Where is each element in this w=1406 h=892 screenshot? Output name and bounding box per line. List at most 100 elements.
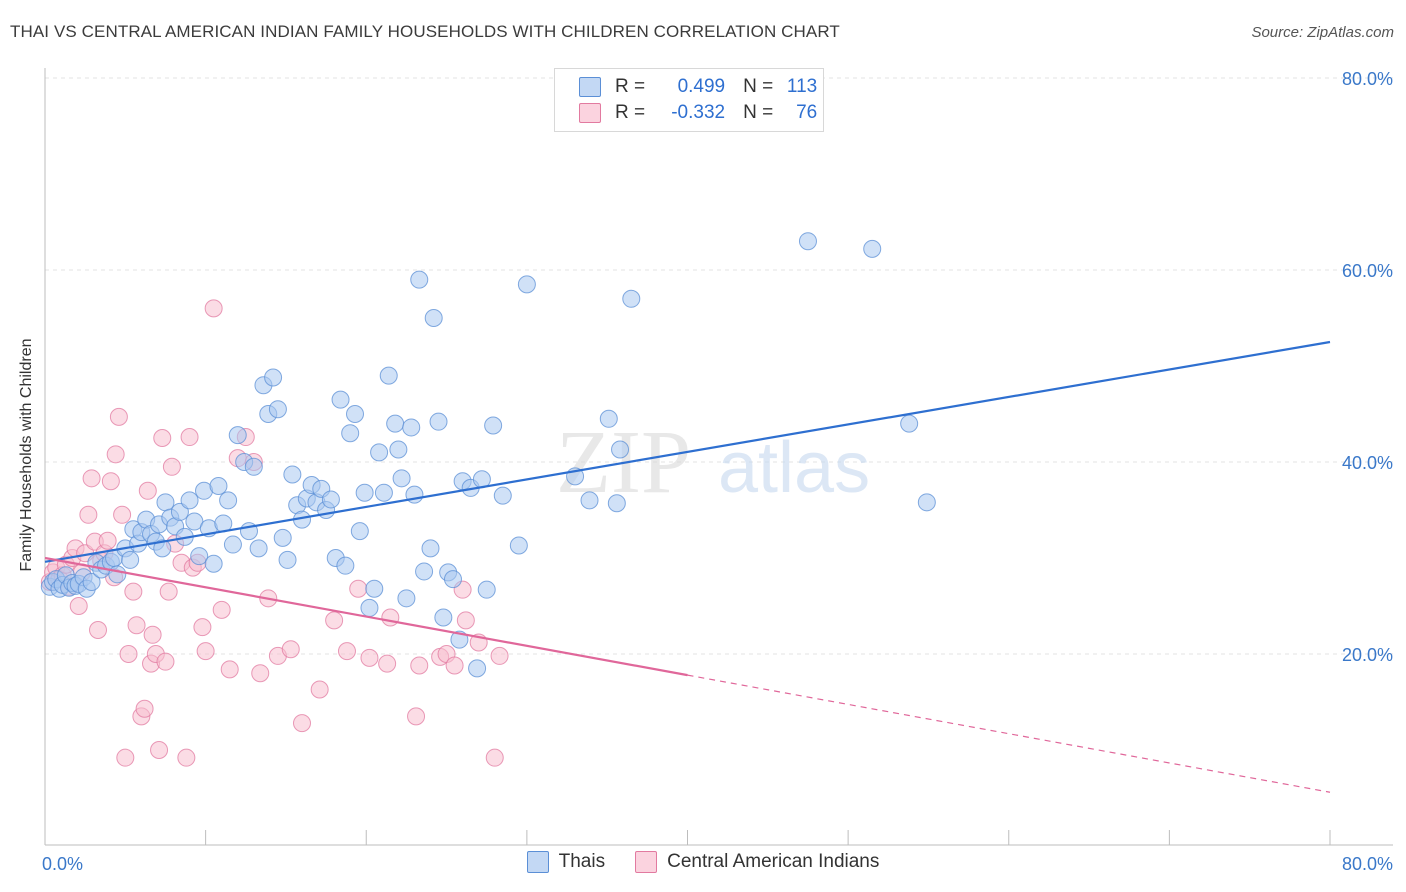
point-thais	[346, 405, 365, 423]
point-thais	[273, 528, 292, 547]
point-thais	[190, 547, 209, 566]
point-central-american-indians	[116, 748, 135, 767]
point-thais	[415, 562, 434, 581]
point-thais	[244, 457, 263, 476]
point-central-american-indians	[360, 648, 379, 667]
y-tick-label: 40.0%	[1342, 453, 1393, 473]
correlation-legend: R = 0.499 N = 113 R = -0.332 N = 76	[554, 68, 824, 132]
point-thais	[580, 491, 599, 510]
tick-labels: 20.0% 40.0% 60.0% 80.0% 0.0% 80.0%	[42, 69, 1393, 874]
point-thais	[156, 493, 175, 512]
point-central-american-indians	[293, 714, 311, 733]
point-central-american-indians	[381, 608, 400, 627]
point-thais	[493, 486, 512, 505]
point-thais	[350, 522, 369, 541]
point-thais	[410, 270, 429, 289]
legend-row-thais: R = 0.499 N = 113	[579, 75, 817, 99]
point-central-american-indians	[325, 611, 344, 630]
point-thais	[402, 418, 421, 437]
point-thais	[228, 426, 247, 445]
y-tick-label: 80.0%	[1342, 69, 1393, 89]
point-thais	[509, 536, 528, 555]
point-central-american-indians	[180, 428, 199, 447]
point-thais	[370, 443, 389, 462]
point-central-american-indians	[337, 642, 356, 661]
point-thais	[443, 570, 462, 589]
point-central-american-indians	[153, 429, 172, 447]
point-thais	[180, 491, 199, 510]
point-central-american-indians	[143, 625, 162, 644]
point-thais	[355, 483, 374, 502]
point-thais	[517, 275, 536, 294]
point-thais	[484, 416, 503, 435]
trendline-central-american-indians	[44, 556, 688, 677]
legend-label-central-american-indians: Central American Indians	[667, 851, 880, 872]
point-central-american-indians	[410, 656, 429, 675]
point-central-american-indians	[251, 664, 270, 683]
legend-n-value: 76	[796, 102, 818, 123]
point-thais	[204, 554, 223, 573]
point-thais	[379, 366, 398, 385]
legend-label-thais: Thais	[558, 851, 606, 872]
chart-title: THAI VS CENTRAL AMERICAN INDIAN FAMILY H…	[10, 22, 840, 41]
point-central-american-indians	[135, 699, 154, 718]
point-thais	[386, 414, 405, 433]
point-thais	[121, 550, 140, 569]
point-central-american-indians	[82, 469, 101, 488]
point-thais	[360, 598, 379, 617]
point-central-american-indians	[204, 299, 223, 318]
y-tick-label: 20.0%	[1342, 645, 1393, 665]
point-thais	[477, 580, 496, 599]
point-central-american-indians	[156, 652, 175, 671]
series-legend: Thais Central American Indians	[0, 851, 1406, 873]
x-tick-label: 80.0%	[1342, 854, 1393, 874]
point-thais	[249, 539, 268, 558]
point-thais	[917, 493, 936, 512]
point-thais	[622, 289, 641, 308]
legend-item-central-american-indians[interactable]: Central American Indians	[635, 851, 879, 873]
y-tick-label: 60.0%	[1342, 261, 1393, 281]
point-central-american-indians	[127, 616, 146, 635]
legend-r-value: -0.332	[671, 102, 726, 123]
point-thais	[278, 550, 297, 569]
point-central-american-indians	[485, 748, 504, 767]
point-thais	[223, 535, 242, 554]
point-thais	[599, 409, 618, 428]
point-thais	[209, 477, 228, 495]
x-tick-label: 0.0%	[42, 854, 83, 874]
point-central-american-indians	[193, 618, 212, 637]
point-thais	[365, 579, 384, 598]
point-thais	[170, 502, 189, 521]
point-central-american-indians	[349, 579, 368, 598]
legend-r-label: R =	[615, 102, 646, 123]
point-central-american-indians	[212, 600, 231, 619]
point-central-american-indians	[106, 445, 125, 464]
point-central-american-indians	[407, 707, 426, 726]
point-central-american-indians	[98, 531, 117, 550]
point-thais	[219, 491, 238, 510]
axes	[44, 68, 1393, 846]
legend-swatch-central-american-indians	[635, 851, 658, 873]
point-thais	[283, 465, 302, 484]
legend-item-thais[interactable]: Thais	[526, 851, 606, 873]
point-central-american-indians	[490, 646, 509, 665]
point-thais	[863, 239, 882, 258]
point-thais	[321, 490, 340, 509]
legend-n-label: N =	[743, 76, 774, 97]
watermark-atlas: atlas	[718, 428, 870, 508]
chart-source: Source: ZipAtlas.com	[1251, 24, 1394, 41]
point-thais	[82, 573, 101, 591]
point-central-american-indians	[79, 505, 98, 524]
point-thais	[434, 608, 453, 627]
point-central-american-indians	[89, 621, 108, 639]
point-thais	[607, 494, 626, 513]
point-central-american-indians	[162, 457, 181, 476]
point-central-american-indians	[159, 582, 178, 601]
legend-r-value: 0.499	[677, 76, 726, 97]
point-thais	[336, 556, 355, 575]
point-thais	[392, 469, 411, 488]
point-thais	[429, 412, 448, 431]
point-thais	[268, 400, 287, 419]
point-central-american-indians	[281, 640, 300, 659]
